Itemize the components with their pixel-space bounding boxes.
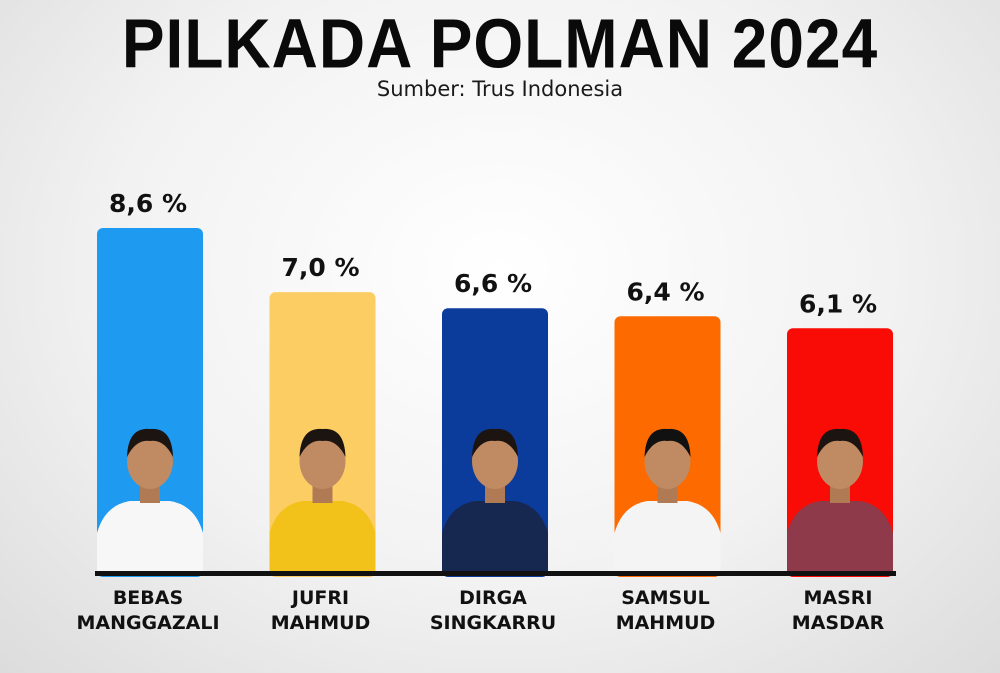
category-label: SINGKARRU [430, 612, 556, 634]
face [817, 433, 863, 489]
category-label: MANGGAZALI [76, 612, 219, 634]
category-label: JUFRI [290, 587, 349, 609]
bar-group: 7,0 % JUFRI MAHMUD [269, 253, 376, 634]
shirt [787, 501, 893, 573]
hair [299, 428, 346, 457]
hair [644, 428, 691, 457]
candidate-photo [442, 428, 548, 573]
neck [830, 485, 850, 503]
value-label: 6,6 % [454, 269, 532, 298]
hair [472, 428, 518, 457]
category-label: BEBAS [113, 587, 183, 609]
category-label: SAMSUL [621, 587, 710, 609]
bar-group: 6,4 % SAMSUL MAHMUD [614, 277, 721, 634]
category-label: MASDAR [792, 612, 885, 634]
bar-group: 8,6 % BEBAS MANGGAZALI [76, 189, 219, 634]
hair [127, 428, 173, 457]
candidate-photo [614, 428, 721, 573]
category-label: MAHMUD [616, 612, 716, 634]
candidate-photo [97, 428, 203, 573]
bar-group: 6,6 % DIRGA SINGKARRU [430, 269, 556, 634]
face [299, 433, 346, 489]
value-label: 7,0 % [281, 253, 359, 282]
neck [140, 485, 160, 503]
category-label: MAHMUD [271, 612, 371, 634]
bar-group: 6,1 % MASRI MASDAR [787, 289, 893, 634]
category-label: DIRGA [459, 587, 527, 609]
shirt [97, 501, 203, 573]
shirt [442, 501, 548, 573]
neck [485, 485, 505, 503]
value-label: 6,1 % [799, 289, 877, 318]
shirt [614, 501, 721, 573]
category-label: MASRI [804, 587, 873, 609]
neck [657, 485, 678, 503]
face [127, 433, 173, 489]
baseline [95, 571, 896, 576]
chart-title: PILKADA POLMAN 2024 [121, 5, 879, 83]
value-label: 8,6 % [109, 189, 187, 218]
candidate-photo [787, 428, 893, 573]
bar [97, 228, 203, 577]
face [472, 433, 518, 489]
candidate-photo [269, 428, 376, 573]
value-label: 6,4 % [626, 277, 704, 306]
chart-subtitle: Sumber: Trus Indonesia [376, 77, 624, 101]
shirt [269, 501, 376, 573]
face [644, 433, 691, 489]
neck [312, 485, 333, 503]
hair [817, 428, 863, 457]
